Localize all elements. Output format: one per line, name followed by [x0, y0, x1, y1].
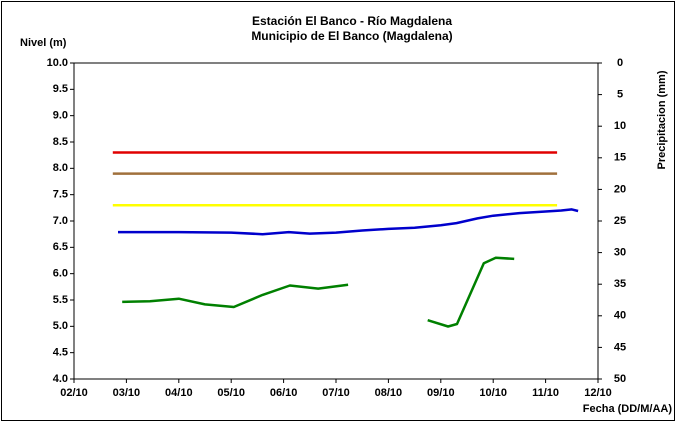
y-tick-label: 7.0	[53, 215, 68, 227]
x-tick-label: 08/10	[375, 387, 403, 399]
y2-tick-label: 50	[614, 373, 626, 385]
data-line	[118, 208, 579, 236]
y2-tick-label: 20	[614, 183, 626, 195]
data-line	[122, 256, 515, 328]
y-tick-label: 6.5	[53, 241, 68, 253]
x-tick-label: 05/10	[217, 387, 245, 399]
y-tick-label: 9.0	[53, 110, 68, 122]
y-tick-label: 9.5	[53, 83, 68, 95]
y-tick-label: 4.5	[53, 347, 68, 359]
y2-tick-label: 40	[614, 310, 626, 322]
x-tick-label: 06/10	[270, 387, 298, 399]
y-tick-label: 5.5	[53, 294, 68, 306]
x-tick-label: 11/10	[532, 387, 559, 399]
y-tick-label: 8.0	[53, 162, 68, 174]
y2-tick-label: 45	[614, 341, 626, 353]
y2-tick-label: 5	[617, 89, 623, 101]
y2-tick-label: 35	[614, 278, 626, 290]
y2-tick-label: 0	[617, 57, 623, 69]
x-tick-label: 09/10	[427, 387, 455, 399]
x-tick-label: 12/10	[584, 387, 612, 399]
chart-title: Estación El Banco - Río Magdalena	[252, 14, 452, 28]
x-tick-label: 02/10	[60, 387, 88, 399]
y-tick-label: 10.0	[47, 57, 68, 69]
y-tick-label: 5.0	[53, 320, 68, 332]
y2-tick-label: 25	[614, 215, 626, 227]
x-tick-label: 10/10	[479, 387, 507, 399]
y-axis-label: Nivel (m)	[20, 37, 67, 49]
chart-subtitle: Municipio de El Banco (Magdalena)	[251, 29, 452, 43]
y2-axis-label: Precipitacion (mm)	[656, 70, 668, 169]
y-tick-label: 8.5	[53, 136, 68, 148]
y2-tick-label: 30	[614, 247, 626, 259]
y-tick-label: 4.0	[53, 373, 68, 385]
y2-tick-label: 15	[614, 152, 626, 164]
x-axis-label: Fecha (DD/M/AA)	[583, 403, 673, 415]
x-tick-label: 04/10	[165, 387, 193, 399]
x-tick-label: 03/10	[113, 387, 141, 399]
x-tick-label: 07/10	[322, 387, 350, 399]
y-tick-label: 6.0	[53, 268, 68, 280]
y2-tick-label: 10	[614, 120, 626, 132]
y-tick-label: 7.5	[53, 189, 68, 201]
